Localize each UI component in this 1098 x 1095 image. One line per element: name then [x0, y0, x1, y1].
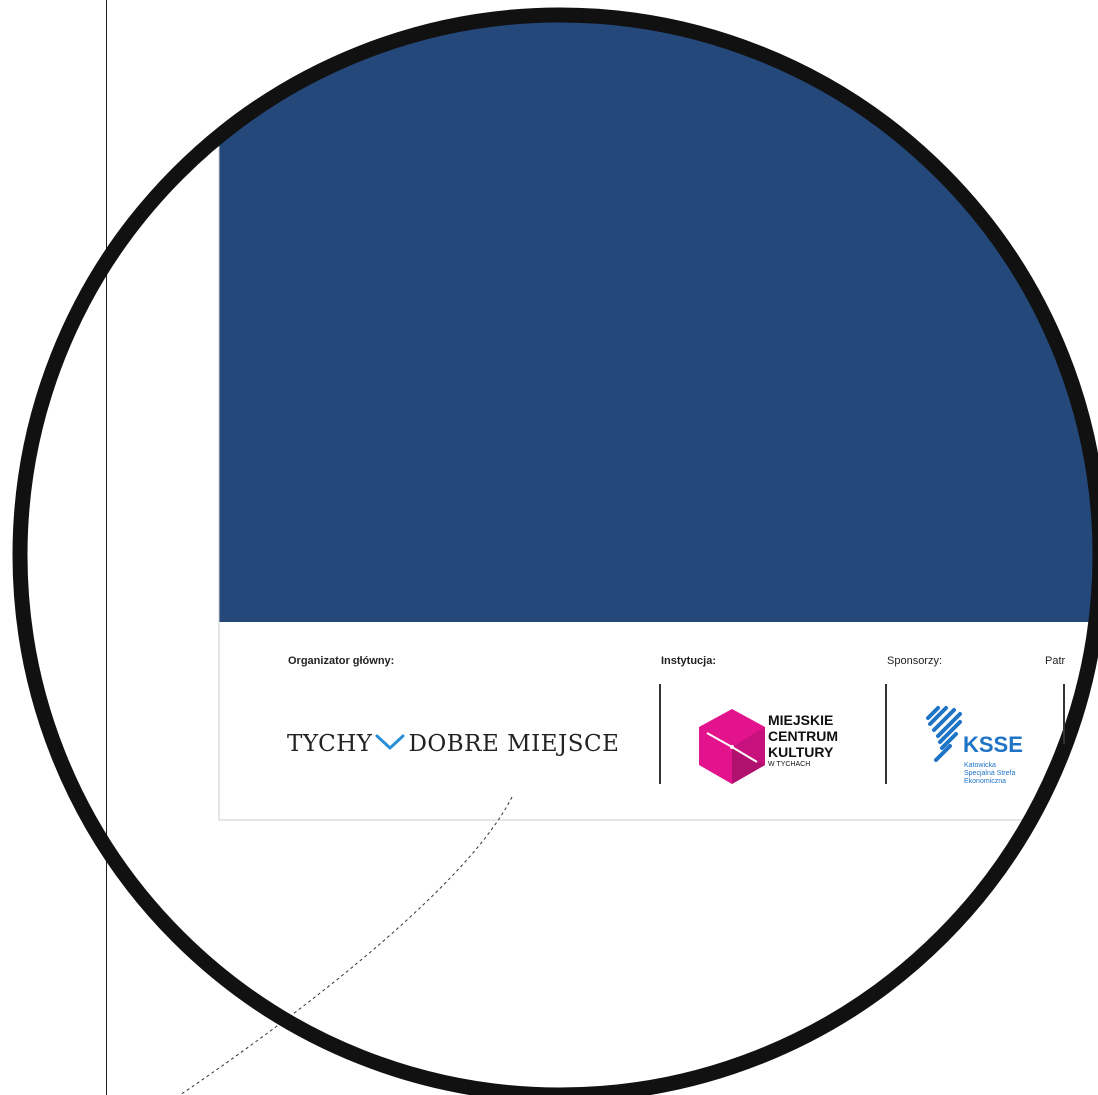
ksse-stripes-icon: [926, 706, 962, 762]
sponsors-label: Sponsorzy:: [887, 655, 943, 667]
organizer-label: Organizator główny:: [288, 655, 395, 667]
mck-line-4: W TYCHACH: [768, 761, 811, 768]
guide-line: [106, 0, 107, 1095]
dashed-curve: [179, 796, 513, 1095]
mck-line-1: MIEJSKIE: [768, 712, 834, 728]
tychy-logo: TYCHY DOBRE MIEJSCE: [287, 731, 619, 757]
patrons-label: Patr: [1045, 655, 1066, 667]
checkmark-icon: [375, 731, 405, 757]
separator: [885, 684, 887, 784]
ksse-line-2: Specjalna Strefa: [964, 770, 1016, 777]
tychy-logo-text-2: DOBRE MIEJSCE: [408, 731, 620, 757]
ksse-line-1: Katowicka: [964, 762, 996, 769]
institution-label: Instytucja:: [661, 655, 717, 667]
ksse-line-3: Ekonomiczna: [964, 778, 1007, 785]
separator: [1063, 684, 1065, 744]
blue-banner: [219, 15, 1098, 622]
separator: [659, 684, 661, 784]
mck-line-2: CENTRUM: [768, 728, 838, 744]
ksse-logo-name: KSSE: [963, 732, 1023, 757]
tychy-logo-text-1: TYCHY: [287, 731, 373, 757]
lens-ring: [12, 7, 1098, 1095]
mck-cube-icon: [699, 709, 765, 784]
mck-logo: MIEJSKIE CENTRUM KULTURY W TYCHACH: [768, 712, 838, 770]
ksse-logo-subtitle: Katowicka Specjalna Strefa Ekonomiczna: [964, 762, 1015, 786]
mck-line-3: KULTURY: [768, 744, 834, 760]
